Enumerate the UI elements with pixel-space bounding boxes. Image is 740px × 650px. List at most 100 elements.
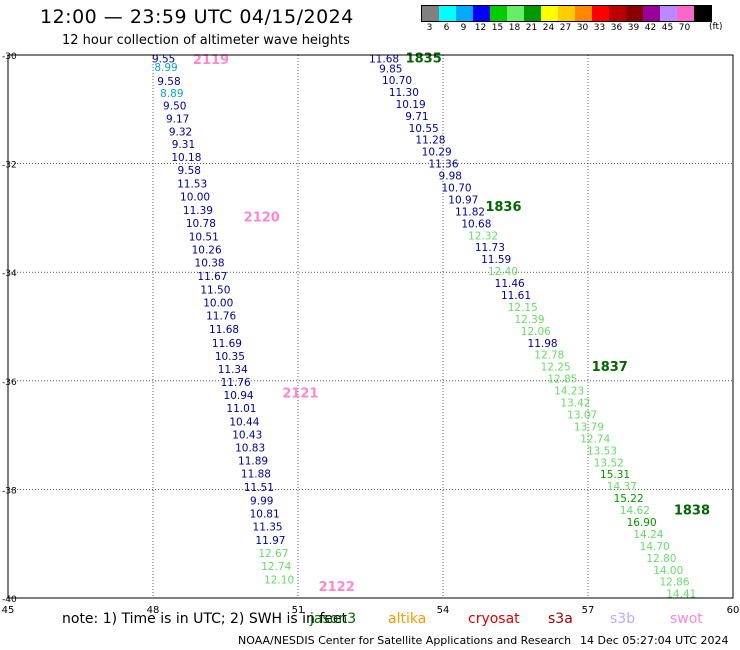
legend-unit: (ft)	[709, 22, 723, 32]
wave-height-value: 10.83	[235, 443, 265, 455]
wave-height-value: 12.86	[659, 577, 689, 589]
lat-tick-label: -32	[2, 161, 17, 171]
satellite-swot: swot	[670, 611, 703, 627]
lat-tick-label: -38	[2, 486, 17, 496]
wave-height-value: 13.52	[594, 457, 624, 469]
wave-height-value: 15.31	[600, 469, 630, 481]
wave-height-value: 10.51	[189, 231, 219, 243]
wave-height-value: 11.36	[428, 159, 458, 171]
legend-label: 12	[474, 23, 487, 33]
wave-height-value: 10.35	[215, 351, 245, 363]
wave-height-value: 10.55	[409, 123, 439, 135]
wave-height-value: 15.22	[614, 493, 644, 505]
legend-swatch	[524, 6, 541, 21]
wave-height-value: 14.62	[620, 505, 650, 517]
wave-height-value: 10.70	[382, 75, 412, 87]
map-frame	[7, 54, 734, 599]
wave-height-value: 11.51	[244, 482, 274, 494]
credit-line: NOAA/NESDIS Center for Satellite Applica…	[238, 634, 572, 647]
satellite-cryosat: cryosat	[468, 611, 520, 627]
wave-height-value: 10.29	[422, 147, 452, 159]
wave-height-value: 10.43	[232, 430, 262, 442]
wave-height-value: 11.46	[495, 278, 525, 290]
wave-height-value: 10.00	[203, 298, 233, 310]
wave-height-value: 12.06	[521, 326, 551, 338]
wave-height-value: 14.23	[554, 386, 584, 398]
pass-time-label: 2120	[244, 210, 280, 225]
wave-height-value: 11.98	[528, 338, 558, 350]
legend-label: 24	[542, 23, 555, 33]
wave-height-value: 11.61	[501, 290, 531, 302]
wave-height-value: 12.15	[508, 302, 538, 314]
pass-time-label: 1837	[592, 360, 628, 375]
wave-height-value: 12.39	[514, 314, 544, 326]
lat-tick-label: -30	[2, 52, 17, 62]
wave-height-value: 12.40	[488, 266, 518, 278]
wave-height-value: 10.68	[461, 218, 491, 230]
pass-time-label: 2122	[319, 580, 355, 595]
legend-label: 36	[610, 23, 623, 33]
wave-height-value: 14.70	[640, 541, 670, 553]
legend-swatch	[558, 6, 575, 21]
legend-swatch	[507, 6, 524, 21]
wave-height-value: 14.37	[607, 481, 637, 493]
legend-swatch	[456, 6, 473, 21]
satellite-s3a: s3a	[548, 611, 573, 627]
satellite-s3b: s3b	[610, 611, 636, 627]
wave-height-value: 11.35	[253, 521, 283, 533]
wave-height-value: 11.89	[238, 456, 268, 468]
wave-height-value: 12.25	[541, 362, 571, 374]
wave-height-value: 10.26	[192, 244, 222, 256]
wave-height-value: 14.00	[653, 565, 683, 577]
wave-height-value: 9.98	[439, 171, 462, 183]
axis-labels: 45 48 51 54 57 60 -30 -32 -34 -36 -38 -40	[2, 52, 740, 616]
legend-swatch	[694, 6, 711, 21]
legend-label: 33	[593, 23, 606, 33]
page-title: 12:00 — 23:59 UTC 04/15/2024	[40, 6, 354, 28]
satellite-tracks: 9.558.999.588.899.509.179.329.3110.189.5…	[152, 52, 710, 601]
legend-label: 27	[559, 23, 572, 33]
wave-height-value: 13.53	[587, 445, 617, 457]
wave-height-value: 12.32	[468, 230, 498, 242]
wave-height-value: 13.07	[567, 409, 597, 421]
lon-tick-label: 54	[437, 605, 450, 616]
wave-height-value: 11.76	[206, 311, 236, 323]
lon-tick-label: 45	[2, 605, 15, 616]
wave-height-value: 10.78	[186, 218, 216, 230]
wave-height-value: 10.97	[448, 194, 478, 206]
satellite-altika: altika	[388, 611, 427, 627]
satellite-jason3: jason3	[310, 611, 357, 627]
wave-height-value: 11.50	[200, 285, 230, 297]
satellite-legend: jason3 altika cryosat s3a s3b swot	[0, 611, 740, 629]
wave-height-value: 12.85	[547, 374, 577, 386]
wave-height-value: 10.18	[171, 152, 201, 164]
wave-height-value: 13.79	[574, 421, 604, 433]
wave-height-value: 11.67	[197, 271, 227, 283]
wave-height-value: 11.97	[255, 535, 285, 547]
legend-swatch	[592, 6, 609, 21]
wave-height-value: 11.34	[218, 364, 248, 376]
wave-height-value: 11.39	[183, 205, 213, 217]
wave-height-value: 10.44	[229, 417, 259, 429]
pass-time-label: 2119	[193, 53, 229, 68]
wave-height-value: 10.19	[396, 99, 426, 111]
wave-height-value: 9.17	[166, 114, 189, 126]
lat-lon-grid	[8, 55, 733, 598]
wave-height-value: 14.24	[633, 529, 663, 541]
legend-swatch	[439, 6, 456, 21]
legend-swatch	[422, 6, 439, 21]
wave-height-value: 9.31	[172, 139, 195, 151]
wave-height-value: 9.32	[169, 127, 192, 139]
wave-height-value: 9.58	[178, 165, 201, 177]
wave-height-value: 11.53	[177, 179, 207, 191]
pass-time-label: 2121	[282, 387, 318, 402]
wave-height-value: 11.30	[389, 87, 419, 99]
wave-height-value: 16.90	[627, 517, 657, 529]
wave-height-value: 10.94	[224, 390, 254, 402]
legend-labels: 3 6 9 12 15 18 21 24 27 30 33 36 39 42 45 70	[421, 23, 712, 33]
wave-height-value: 11.28	[415, 135, 445, 147]
wave-height-value: 12.74	[261, 561, 291, 573]
wave-height-value: 13.42	[560, 398, 590, 410]
wave-height-value: 9.99	[250, 495, 273, 507]
